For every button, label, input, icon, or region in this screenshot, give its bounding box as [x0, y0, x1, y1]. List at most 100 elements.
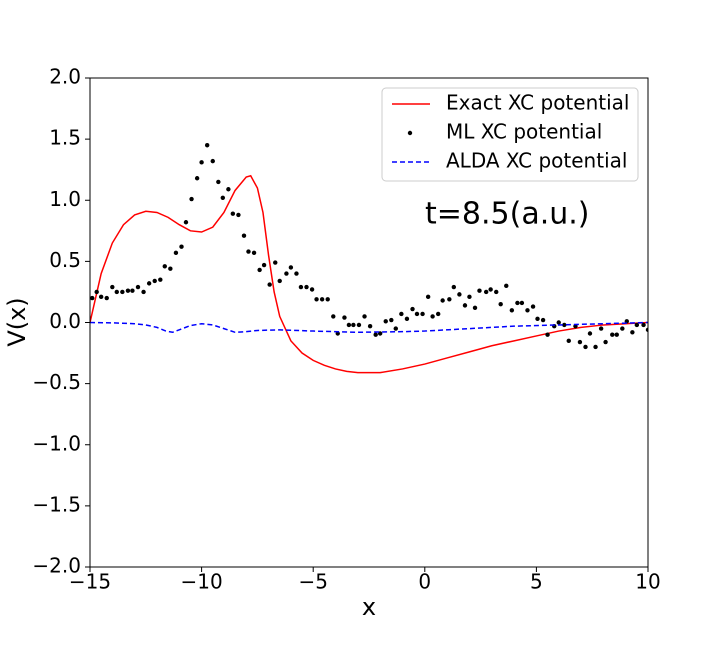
data-point	[141, 289, 146, 295]
data-point	[309, 287, 315, 292]
data-point	[267, 282, 272, 287]
x-tick-label: 0	[418, 570, 431, 594]
data-point	[261, 262, 267, 268]
data-point	[577, 339, 583, 345]
data-point	[210, 158, 215, 164]
data-point	[179, 244, 184, 249]
data-point	[535, 316, 540, 322]
data-point	[114, 289, 119, 295]
data-point	[162, 264, 167, 269]
data-point	[430, 314, 435, 319]
data-point	[435, 311, 441, 317]
data-point	[593, 344, 598, 350]
y-tick-label: −0.5	[32, 370, 81, 394]
data-point	[641, 322, 646, 328]
data-point	[373, 332, 378, 337]
plot-area	[90, 143, 648, 374]
data-point	[404, 316, 410, 322]
x-tick-label: −5	[298, 570, 327, 594]
data-point	[298, 284, 304, 290]
data-point	[168, 266, 173, 271]
data-point	[325, 297, 330, 302]
data-point	[519, 300, 525, 306]
data-point	[284, 271, 289, 276]
legend-label: ALDA XC potential	[446, 149, 627, 173]
data-point	[120, 289, 125, 295]
data-point	[94, 289, 99, 295]
data-point	[462, 303, 468, 308]
data-point	[498, 301, 503, 307]
y-tick-label: −2.0	[32, 554, 81, 578]
data-point	[457, 292, 462, 297]
data-point	[447, 297, 452, 302]
data-point	[383, 319, 388, 324]
data-point	[540, 317, 546, 323]
data-point	[194, 176, 200, 181]
y-axis-label: V(x)	[3, 297, 31, 346]
data-point	[220, 195, 226, 201]
data-point	[399, 311, 404, 317]
data-point	[314, 297, 319, 302]
y-tick-label: −1.5	[32, 492, 81, 516]
data-point	[414, 311, 420, 317]
data-point	[420, 311, 425, 317]
data-point	[294, 271, 299, 276]
data-point	[273, 260, 278, 265]
x-tick-label: 5	[530, 570, 543, 594]
data-point	[477, 288, 482, 293]
data-point	[226, 187, 231, 192]
data-point	[173, 250, 179, 256]
data-point	[467, 294, 472, 300]
data-point	[509, 308, 515, 313]
data-line	[90, 321, 648, 334]
data-point	[362, 314, 367, 319]
data-point	[562, 322, 567, 328]
y-tick-label: −1.0	[32, 431, 81, 455]
data-point	[393, 326, 398, 331]
data-point	[351, 322, 356, 328]
data-point	[246, 249, 251, 254]
data-point	[587, 331, 593, 336]
data-point	[104, 295, 109, 301]
legend-marker	[407, 130, 413, 136]
data-point	[230, 211, 236, 216]
data-point	[645, 327, 648, 333]
data-point	[241, 233, 247, 238]
data-point	[598, 326, 604, 331]
plot-frame	[89, 77, 649, 568]
data-point	[620, 326, 625, 331]
data-point	[346, 322, 352, 328]
data-point	[525, 308, 530, 313]
data-point	[451, 284, 457, 290]
legend-label: ML XC potential	[446, 120, 602, 144]
data-point	[158, 277, 163, 282]
data-point	[583, 344, 588, 350]
data-point	[440, 298, 445, 303]
data-point	[236, 212, 241, 218]
data-point	[472, 305, 478, 311]
data-point	[545, 332, 550, 337]
data-point	[125, 288, 131, 293]
data-point	[288, 265, 294, 270]
data-point	[251, 250, 257, 256]
data-point	[304, 284, 309, 290]
data-point	[356, 322, 362, 328]
data-point	[90, 295, 95, 301]
x-tick-label: 10	[635, 570, 660, 594]
data-point	[199, 160, 204, 165]
data-point	[342, 315, 347, 320]
data-point	[483, 289, 489, 295]
data-point	[183, 220, 189, 225]
data-point	[610, 332, 615, 337]
data-point	[152, 278, 157, 284]
y-tick-label: 1.0	[49, 187, 81, 211]
legend-label: Exact XC potential	[446, 91, 629, 115]
data-point	[367, 323, 373, 329]
data-point	[425, 294, 431, 300]
y-tick-label: 1.5	[49, 126, 81, 150]
y-tick-label: 0.0	[49, 309, 81, 333]
x-tick-label: −10	[180, 570, 222, 594]
data-point	[556, 320, 561, 325]
